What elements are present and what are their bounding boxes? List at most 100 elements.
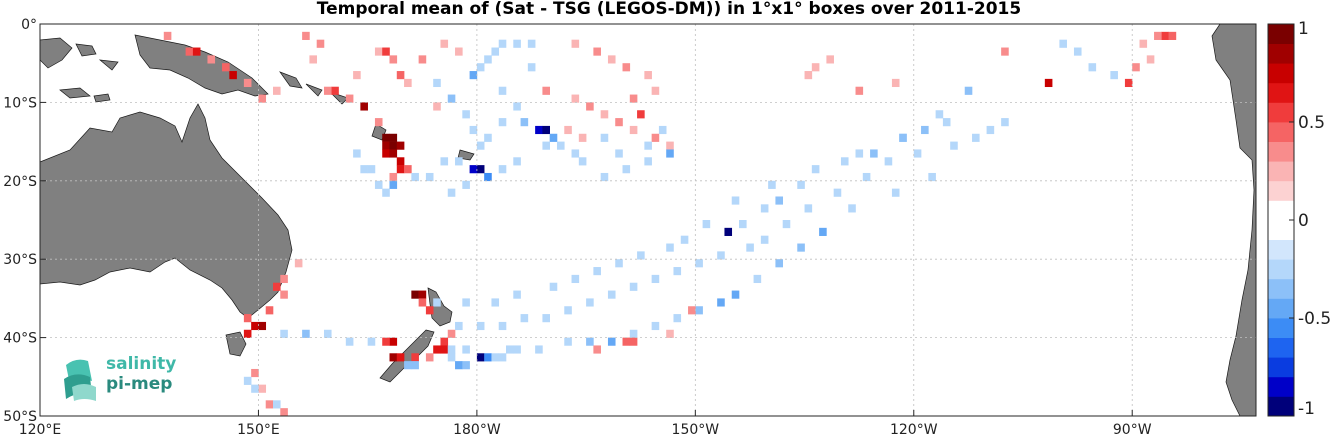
colorbar-swatch — [1268, 180, 1294, 201]
heatmap-cell — [622, 165, 631, 174]
heatmap-cell — [928, 172, 936, 182]
colorbar-swatch — [1268, 239, 1294, 260]
heatmap-cell — [564, 306, 572, 315]
heatmap-cell — [615, 149, 623, 158]
heatmap-cell — [411, 290, 419, 299]
heatmap-cell — [469, 165, 478, 174]
heatmap-cell — [797, 180, 805, 189]
heatmap-cell — [331, 86, 339, 95]
heatmap-cell — [593, 267, 601, 276]
heatmap-cell — [447, 188, 456, 197]
colorbar-swatch — [1268, 122, 1294, 142]
heatmap-cell — [527, 39, 536, 48]
heatmap-cell — [564, 125, 572, 135]
heatmap-cell — [396, 165, 405, 174]
heatmap-cell — [433, 345, 441, 354]
y-tick-label: 20°S — [3, 174, 37, 190]
heatmap-cell — [396, 353, 405, 362]
heatmap-cell — [556, 141, 565, 150]
heatmap-cell — [476, 63, 485, 72]
heatmap-cell — [629, 337, 638, 346]
heatmap-cell — [433, 102, 441, 111]
y-tick-label: 50°S — [3, 409, 37, 425]
heatmap-cell — [455, 321, 463, 331]
heatmap-cell — [469, 125, 478, 135]
colorbar-swatch — [1268, 200, 1294, 221]
heatmap-cell — [389, 172, 398, 182]
heatmap-cell — [1132, 63, 1140, 72]
x-tick-label: 90°W — [1113, 422, 1152, 438]
heatmap-cell — [629, 94, 638, 103]
heatmap-cell — [680, 235, 689, 244]
heatmap-cell — [782, 220, 791, 229]
heatmap-cell — [586, 102, 594, 111]
heatmap-cell — [571, 94, 580, 103]
heatmap-cell — [411, 353, 419, 362]
heatmap-cell — [498, 86, 507, 95]
heatmap-cell — [637, 251, 645, 260]
heatmap-cell — [425, 172, 434, 182]
heatmap-cell — [265, 400, 274, 409]
heatmap-cell — [258, 384, 267, 393]
heatmap-cell — [542, 141, 551, 150]
heatmap-cell — [542, 314, 551, 323]
heatmap-cell — [476, 141, 485, 150]
new-zealand-south-landmass — [379, 329, 435, 383]
indonesia-islands — [39, 37, 119, 103]
heatmap-cell — [651, 86, 660, 95]
colorbar-swatch — [1268, 376, 1294, 397]
heatmap-cell — [367, 165, 376, 174]
heatmap-cell — [469, 71, 478, 80]
colorbar-swatch — [1268, 298, 1294, 319]
heatmap-cell — [775, 259, 784, 268]
heatmap-cell — [243, 329, 252, 338]
colorbar-tick-label: -1 — [1298, 399, 1315, 419]
colorbar-swatch — [1268, 337, 1294, 358]
australia-landmass — [39, 103, 293, 319]
heatmap-cell — [607, 290, 616, 299]
heatmap-cell — [637, 110, 645, 119]
heatmap-cell — [724, 227, 733, 236]
heatmap-cell — [389, 55, 398, 64]
land-layer — [39, 23, 1257, 417]
heatmap-cell — [1001, 47, 1009, 56]
heatmap-cell — [404, 165, 412, 174]
heatmap-cell — [251, 368, 259, 378]
heatmap-cell — [382, 337, 390, 346]
heatmap-cell — [447, 94, 456, 103]
heatmap-cell — [425, 353, 434, 362]
heatmap-cell — [382, 141, 390, 150]
heatmap-cell — [644, 71, 652, 80]
heatmap-cells — [163, 31, 1177, 417]
x-tick-label: 180°W — [453, 422, 501, 438]
heatmap-cell — [622, 63, 631, 72]
heatmap-cell — [374, 118, 383, 127]
heatmap-cell — [629, 282, 638, 291]
heatmap-cell — [731, 290, 740, 299]
heatmap-cell — [651, 274, 660, 284]
heatmap-cell — [673, 314, 682, 323]
colorbar-tick-label: 1 — [1298, 19, 1309, 39]
heatmap-cell — [498, 118, 507, 127]
heatmap-cell — [258, 321, 267, 331]
heatmap-cell — [367, 337, 376, 346]
heatmap-cell — [775, 196, 784, 205]
heatmap-cell — [549, 133, 558, 142]
heatmap-cell — [607, 55, 616, 64]
heatmap-cell — [826, 55, 834, 64]
heatmap-cell — [520, 118, 529, 127]
heatmap-cell — [1154, 31, 1162, 40]
heatmap-cell — [404, 78, 412, 88]
melanesia-islands — [279, 71, 475, 161]
south-america-landmass — [1211, 23, 1257, 417]
heatmap-cell — [578, 157, 587, 166]
heatmap-cell — [629, 125, 638, 135]
heatmap-cell — [1001, 118, 1009, 127]
heatmap-cell — [644, 157, 652, 166]
heatmap-cell — [353, 149, 361, 158]
heatmap-cell — [251, 321, 259, 331]
heatmap-cell — [294, 259, 303, 268]
heatmap-cell — [389, 141, 398, 150]
heatmap-cell — [600, 133, 609, 142]
heatmap-cell — [433, 78, 441, 88]
